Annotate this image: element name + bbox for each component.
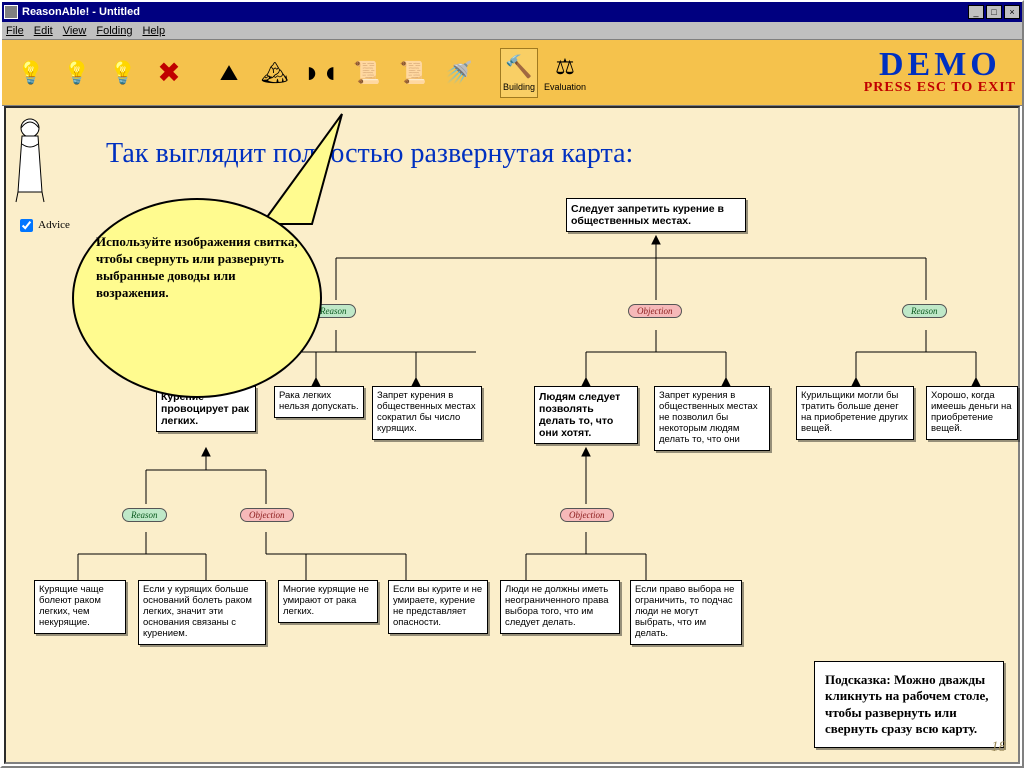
menu-edit[interactable]: Edit — [34, 25, 53, 37]
mountain-big-icon[interactable]: 🏔 — [256, 48, 294, 98]
evaluation-label: Evaluation — [544, 82, 586, 92]
app-icon — [4, 5, 18, 19]
arch-icon[interactable]: ◗◖ — [302, 48, 340, 98]
menubar: File Edit View Folding Help — [2, 22, 1022, 40]
evaluation-button[interactable]: ⚖ Evaluation — [546, 48, 584, 98]
node-l3-f[interactable]: Если право выбора не ограничить, то подч… — [630, 580, 742, 645]
close-button[interactable]: × — [1004, 5, 1020, 19]
demo-title: DEMO — [864, 50, 1016, 80]
bulb-yellow-icon[interactable]: 💡 — [12, 48, 50, 98]
delete-x-icon[interactable]: ✖ — [150, 48, 188, 98]
canvas[interactable]: Advice Так выглядит полностью развернута… — [6, 108, 1018, 762]
hammer-icon: 🔨 — [505, 54, 532, 80]
canvas-frame: Advice Так выглядит полностью развернута… — [4, 106, 1020, 764]
titlebar: ReasonAble! - Untitled _ □ × — [2, 2, 1022, 22]
philosopher-icon — [10, 114, 50, 204]
callout-bubble: Используйте изображения свитка, чтобы св… — [72, 198, 322, 398]
advice-checkbox[interactable]: Advice — [16, 216, 70, 235]
node-root[interactable]: Следует запретить курение в общественных… — [566, 198, 746, 232]
scroll-open-icon[interactable]: 📜 — [394, 48, 432, 98]
minimize-button[interactable]: _ — [968, 5, 984, 19]
bulb-red-icon[interactable]: 💡 — [104, 48, 142, 98]
node-l3-a[interactable]: Курящие чаще болеют раком легких, чем не… — [34, 580, 126, 634]
node-l2-d[interactable]: Людям следует позволять делать то, что о… — [534, 386, 638, 444]
tag-objection[interactable]: Objection — [628, 304, 682, 318]
maximize-button[interactable]: □ — [986, 5, 1002, 19]
slide-number: 18 — [991, 739, 1006, 756]
building-button[interactable]: 🔨 Building — [500, 48, 538, 98]
tag-reason[interactable]: Reason — [902, 304, 947, 318]
title-text: ReasonAble! - Untitled — [22, 6, 966, 18]
building-label: Building — [503, 82, 535, 92]
toolbar: 💡 💡 💡 ✖ ⛰ 🏔 ◗◖ 📜 📜 🚿 🔨 Building ⚖ Evalua… — [2, 40, 1022, 106]
menu-folding[interactable]: Folding — [96, 25, 132, 37]
tag-objection[interactable]: Objection — [240, 508, 294, 522]
node-l2-g[interactable]: Хорошо, когда имеешь деньги на приобрете… — [926, 386, 1018, 440]
node-l3-e[interactable]: Люди не должны иметь неограниченного пра… — [500, 580, 620, 634]
menu-file[interactable]: File — [6, 25, 24, 37]
node-l3-c[interactable]: Многие курящие не умирают от рака легких… — [278, 580, 378, 623]
demo-sub: PRESS ESC TO EXIT — [864, 80, 1016, 96]
advice-label: Advice — [38, 219, 70, 231]
node-l2-c[interactable]: Запрет курения в общественных местах сок… — [372, 386, 482, 440]
menu-help[interactable]: Help — [142, 25, 165, 37]
callout-text: Используйте изображения свитка, чтобы св… — [96, 234, 298, 368]
hint-box: Подсказка: Можно дважды кликнуть на рабо… — [814, 661, 1004, 748]
mountain-small-icon[interactable]: ⛰ — [210, 48, 248, 98]
tag-objection[interactable]: Objection — [560, 508, 614, 522]
app-window: ReasonAble! - Untitled _ □ × File Edit V… — [0, 0, 1024, 768]
node-l3-b[interactable]: Если у курящих больше оснований болеть р… — [138, 580, 266, 645]
node-l2-f[interactable]: Курильщики могли бы тратить больше денег… — [796, 386, 914, 440]
menu-view[interactable]: View — [63, 25, 87, 37]
node-l3-d[interactable]: Если вы курите и не умираете, курение не… — [388, 580, 488, 634]
scroll-closed-icon[interactable]: 📜 — [348, 48, 386, 98]
advice-check-input[interactable] — [20, 219, 33, 232]
node-l2-e[interactable]: Запрет курения в общественных местах не … — [654, 386, 770, 451]
demo-banner: DEMO PRESS ESC TO EXIT — [864, 50, 1016, 96]
scales-icon: ⚖ — [555, 54, 575, 80]
tag-reason[interactable]: Reason — [122, 508, 167, 522]
bulb-green-icon[interactable]: 💡 — [58, 48, 96, 98]
shower-icon[interactable]: 🚿 — [440, 48, 478, 98]
